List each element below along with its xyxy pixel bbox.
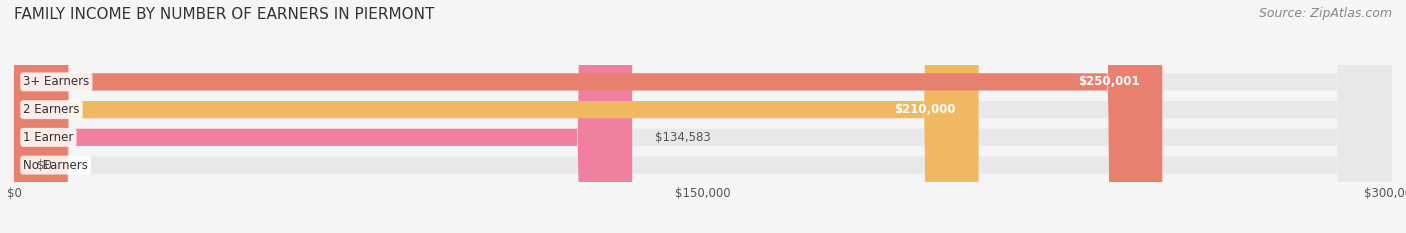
FancyBboxPatch shape <box>14 0 979 233</box>
Text: 3+ Earners: 3+ Earners <box>24 75 90 88</box>
FancyBboxPatch shape <box>14 0 1392 233</box>
FancyBboxPatch shape <box>14 0 633 233</box>
FancyBboxPatch shape <box>14 0 1392 233</box>
Text: Source: ZipAtlas.com: Source: ZipAtlas.com <box>1258 7 1392 20</box>
Text: $0: $0 <box>37 159 52 171</box>
Text: No Earners: No Earners <box>24 159 89 171</box>
Text: 1 Earner: 1 Earner <box>24 131 73 144</box>
Text: $210,000: $210,000 <box>894 103 956 116</box>
FancyBboxPatch shape <box>14 0 1392 233</box>
FancyBboxPatch shape <box>14 0 1392 233</box>
FancyBboxPatch shape <box>14 0 1163 233</box>
Text: $250,001: $250,001 <box>1078 75 1139 88</box>
Text: FAMILY INCOME BY NUMBER OF EARNERS IN PIERMONT: FAMILY INCOME BY NUMBER OF EARNERS IN PI… <box>14 7 434 22</box>
Text: $134,583: $134,583 <box>655 131 711 144</box>
Text: 2 Earners: 2 Earners <box>24 103 80 116</box>
